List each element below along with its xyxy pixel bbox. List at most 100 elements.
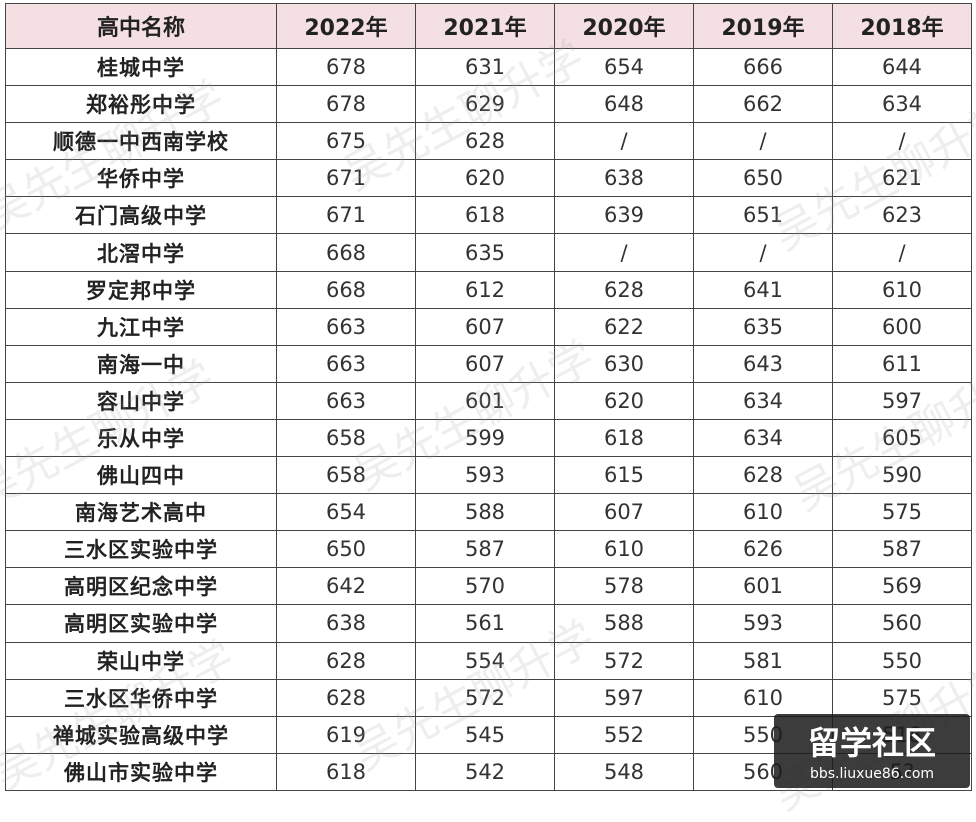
score-cell: 623	[832, 196, 972, 235]
score-cell: 628	[276, 678, 416, 717]
header-row: 高中名称 2022年 2021年 2020年 2019年 2018年	[5, 3, 972, 49]
score-cell: 593	[693, 604, 833, 643]
score-cell: 654	[276, 493, 416, 532]
score-cell: 635	[415, 233, 555, 272]
score-cell: 618	[415, 196, 555, 235]
score-cell: 638	[554, 159, 694, 198]
table-row: 北滘中学 668 635// /	[5, 233, 972, 272]
school-name-cell: 石门高级中学	[5, 196, 277, 235]
score-cell: 560	[693, 752, 833, 792]
score-cell: 570	[415, 567, 555, 606]
score-cell: 626	[693, 530, 833, 569]
score-cell: 662	[693, 85, 833, 124]
table-row: 南海一中 663 607 630 643 611	[5, 344, 972, 383]
header-school-name: 高中名称	[5, 3, 277, 49]
score-cell: 572	[554, 641, 694, 680]
table-row: 桂城中学 678 631 654 666 644	[5, 47, 972, 87]
score-cell: 658	[276, 418, 416, 458]
school-name-cell: 高明区实验中学	[5, 604, 277, 643]
table-row: 乐从中学 658 599 618 634 605	[5, 418, 972, 458]
school-name-cell: 高明区纪念中学	[5, 567, 277, 606]
score-cell: /	[554, 233, 694, 272]
table-row: 高明区纪念中学 642 570 578 601 569	[5, 567, 972, 606]
score-cell: 678	[276, 85, 416, 124]
score-cell: 639	[554, 196, 694, 235]
score-cell: 671	[276, 196, 416, 235]
score-cell: 554	[415, 641, 555, 680]
school-name-cell: 乐从中学	[5, 418, 277, 458]
score-cell: 548	[554, 752, 694, 792]
score-cell: 631	[415, 47, 555, 87]
table-body: 桂城中学 678 631 654 666 644 郑裕彤中学 678 629 648 662 634 顺…	[5, 47, 972, 792]
score-cell: 628	[276, 641, 416, 680]
school-name-cell: 华侨中学	[5, 159, 277, 198]
score-cell: 610	[693, 678, 833, 717]
header-year-2019: 2019年	[693, 3, 833, 49]
table-row: 禅城实验高级中学 619 545 552 550 518	[5, 715, 972, 754]
school-name-cell: 顺德一中西南学校	[5, 122, 277, 161]
score-cell: 597	[832, 381, 972, 420]
score-cell: 651	[693, 196, 833, 235]
score-cell: 618	[276, 752, 416, 792]
score-cell: /	[832, 122, 972, 161]
school-name-cell: 罗定邦中学	[5, 270, 277, 309]
score-cell: 619	[276, 715, 416, 754]
table-row: 佛山四中 658 593 615 628 590	[5, 456, 972, 495]
score-cell: 675	[276, 122, 416, 161]
score-cell: 590	[832, 456, 972, 495]
table-row: 郑裕彤中学 678 629 648 662 634	[5, 85, 972, 124]
score-cell: 607	[554, 493, 694, 532]
score-cell: 630	[554, 344, 694, 383]
school-name-cell: 容山中学	[5, 381, 277, 420]
score-cell: 628	[554, 270, 694, 309]
score-cell: 663	[276, 307, 416, 346]
table-row: 石门高级中学 671 618 639 651 623	[5, 196, 972, 235]
score-cell: 634	[693, 381, 833, 420]
school-name-cell: 荣山中学	[5, 641, 277, 680]
score-cell: 550	[832, 641, 972, 680]
score-cell: 601	[415, 381, 555, 420]
score-cell: 610	[554, 530, 694, 569]
school-name-cell: 佛山市实验中学	[5, 752, 277, 792]
score-cell: 552	[554, 715, 694, 754]
school-name-cell: 禅城实验高级中学	[5, 715, 277, 754]
table-row: 顺德一中西南学校 675 628// /	[5, 122, 972, 161]
school-name-cell: 桂城中学	[5, 47, 277, 87]
score-cell: 642	[276, 567, 416, 606]
school-name-cell: 三水区实验中学	[5, 530, 277, 569]
score-cell: 581	[693, 641, 833, 680]
score-cell: 610	[832, 270, 972, 309]
score-cell: 658	[276, 456, 416, 495]
score-cell: 545	[415, 715, 555, 754]
score-cell: 622	[554, 307, 694, 346]
score-cell: 610	[693, 493, 833, 532]
table-row: 华侨中学 671 620 638 650 621	[5, 159, 972, 198]
school-name-cell: 南海艺术高中	[5, 493, 277, 532]
table-row: 九江中学 663 607 622 635 600	[5, 307, 972, 346]
score-cell: 588	[415, 493, 555, 532]
score-cell: 635	[693, 307, 833, 346]
table-row: 容山中学 663 601 620 634 597	[5, 381, 972, 420]
table-row: 三水区实验中学 650 587 610 626 587	[5, 530, 972, 569]
score-cell: 611	[832, 344, 972, 383]
table-row: 三水区华侨中学 628 572 597 610 575	[5, 678, 972, 717]
score-cell: /	[554, 122, 694, 161]
score-cell: 644	[832, 47, 972, 87]
score-cell: 628	[693, 456, 833, 495]
score-cell: 575	[832, 493, 972, 532]
score-cell: 561	[415, 604, 555, 643]
score-cell: 663	[276, 344, 416, 383]
score-cell: 628	[415, 122, 555, 161]
score-cell: 654	[554, 47, 694, 87]
score-cell: 634	[832, 85, 972, 124]
header-year-2020: 2020年	[554, 3, 694, 49]
score-cell: 518	[832, 715, 972, 754]
score-cell: 621	[832, 159, 972, 198]
score-cell: 643	[693, 344, 833, 383]
score-cell: 612	[415, 270, 555, 309]
score-cell: 620	[415, 159, 555, 198]
school-name-cell: 九江中学	[5, 307, 277, 346]
score-cell: 578	[554, 567, 694, 606]
score-cell: 650	[693, 159, 833, 198]
header-year-2021: 2021年	[415, 3, 555, 49]
